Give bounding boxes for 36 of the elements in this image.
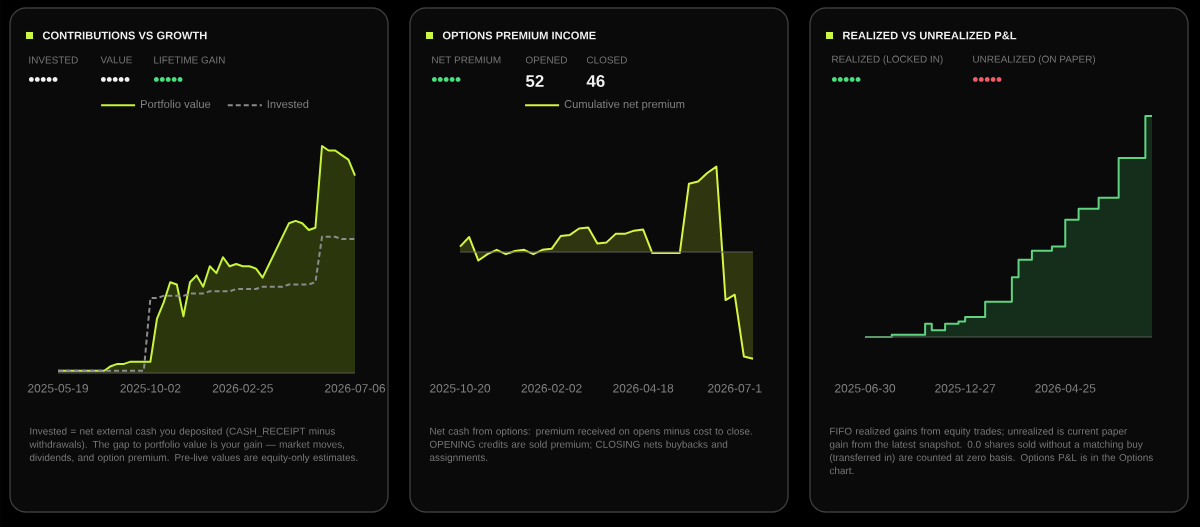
x-tick-label: 2025-12-27 [935, 384, 996, 393]
text: ••••• [100, 77, 130, 82]
x-tick-label: 2026-07-06 [325, 384, 386, 393]
legend-label: Portfolio value [140, 99, 211, 108]
chart-title: REALIZED VS UNREALIZED P&L [843, 31, 1017, 40]
text: ••••• [972, 77, 1002, 82]
text: 46 [586, 75, 605, 87]
text: REALIZED (LOCKED IN) [832, 55, 943, 65]
x-tick-label: 2026-02-25 [212, 384, 273, 393]
text: ••••• [831, 77, 861, 82]
chart-title: CONTRIBUTIONS VS GROWTH [42, 31, 207, 40]
x-tick-label: 2026-02-02 [521, 384, 582, 393]
text: 52 [525, 75, 544, 87]
legend-label: Cumulative net premium [564, 99, 685, 111]
text: LIFETIME GAIN [154, 56, 225, 64]
legend-label: Invested [267, 99, 309, 108]
text: VALUE [100, 56, 132, 64]
x-tick-label: 2026-04-18 [613, 384, 674, 393]
x-tick-label: 2025-10-20 [430, 384, 491, 393]
x-tick-label: 2025-05-19 [28, 384, 89, 393]
text: OPENED [525, 56, 568, 64]
text: CLOSED [586, 56, 627, 64]
x-tick-label: 2025-06-30 [835, 384, 896, 393]
text: FIFO realized gains from equity trades; unrealized is current paper gain from the latest snapshot. 0.0 shares sold without a matching buy (transferred in) are counted at zero basis. Options P&L is in the Options chart. [829, 427, 1153, 475]
text: INVESTED [29, 56, 78, 64]
text: ••••• [28, 77, 58, 82]
x-tick-label: 2026-07-1 [708, 384, 762, 393]
text: Invested = net external cash you deposited (CASH_RECEIPT minus withdrawals). The gap to portfolio value is your gain — market moves, dividends, and option premium. Pre-live values are equity-only estimates. [29, 427, 358, 463]
text: ••••• [153, 77, 183, 82]
text: Net cash from options: premium received on opens minus cost to close. OPENING credits are sold premium; CLOSING nets buybacks and assignments. [429, 427, 752, 463]
text: NET PREMIUM [432, 56, 501, 64]
text: ••••• [431, 77, 461, 82]
chart-title: OPTIONS PREMIUM INCOME [442, 31, 596, 40]
x-tick-label: 2025-10-02 [120, 384, 181, 393]
x-tick-label: 2026-04-25 [1035, 384, 1096, 393]
text: UNREALIZED (ON PAPER) [973, 55, 1096, 65]
